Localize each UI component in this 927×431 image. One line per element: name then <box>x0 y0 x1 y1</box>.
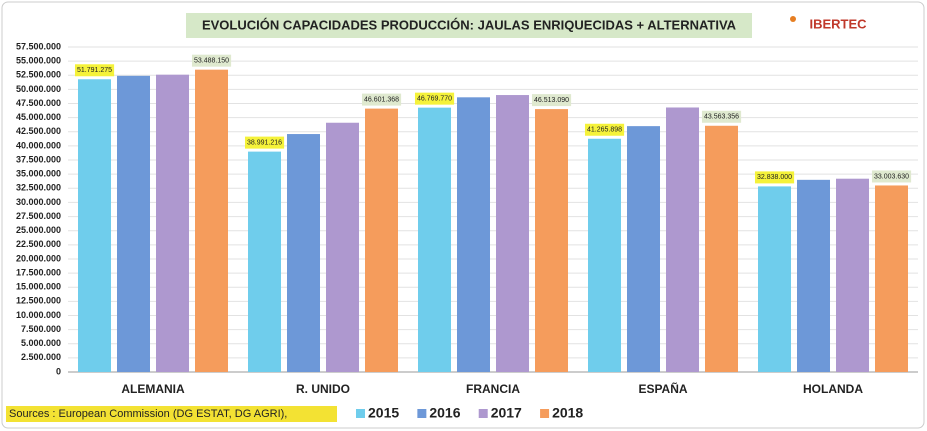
y-tick-label: 2.500.000 <box>21 352 61 362</box>
value-label-box <box>701 110 742 123</box>
y-tick-label: 35.000.000 <box>16 169 61 179</box>
bar <box>705 125 738 372</box>
legend-swatch <box>356 409 365 418</box>
value-label: 46.769.770 <box>417 95 452 102</box>
bar <box>588 138 621 372</box>
legend-swatch <box>478 409 488 418</box>
value-label-box <box>244 136 285 149</box>
y-tick-label: 20.000.000 <box>16 253 61 263</box>
value-label: 41.265.898 <box>587 127 622 134</box>
legend-label: 2017 <box>491 405 522 421</box>
value-label-box <box>361 93 402 106</box>
value-label: 33.003.630 <box>874 173 909 180</box>
x-tick-label: R. UNIDO <box>296 382 350 396</box>
value-label-box <box>531 94 572 107</box>
source-box <box>6 406 337 422</box>
value-label: 43.563.356 <box>704 114 739 121</box>
legend-label: 2016 <box>429 405 460 421</box>
x-tick-label: HOLANDA <box>803 382 863 396</box>
y-tick-label: 10.000.000 <box>16 310 61 320</box>
bar <box>365 108 398 373</box>
bar <box>117 75 150 373</box>
bar <box>418 107 451 373</box>
value-label: 38.991.216 <box>247 139 282 146</box>
bar <box>535 109 568 373</box>
x-tick-label: ESPAÑA <box>638 381 687 396</box>
value-label-box <box>191 54 232 67</box>
y-tick-label: 25.000.000 <box>16 225 61 235</box>
y-tick-label: 45.000.000 <box>16 112 61 122</box>
y-tick-label: 7.500.000 <box>21 324 61 334</box>
bar <box>758 186 791 372</box>
title-box <box>186 13 752 38</box>
bar <box>836 178 869 372</box>
y-tick-label: 42.500.000 <box>16 126 61 136</box>
value-label: 32.838.000 <box>757 174 792 181</box>
legend-label: 2015 <box>368 405 399 421</box>
y-tick-label: 55.000.000 <box>16 56 61 66</box>
y-tick-label: 0 <box>56 366 61 376</box>
y-tick-label: 12.500.000 <box>16 296 61 306</box>
value-label: 46.513.090 <box>534 97 569 104</box>
bar <box>797 179 830 372</box>
bar <box>496 95 529 372</box>
value-label-box <box>74 64 115 77</box>
y-tick-label: 47.500.000 <box>16 98 61 108</box>
bar <box>287 134 320 372</box>
bar <box>248 151 281 372</box>
value-label: 46.601.368 <box>364 96 399 103</box>
legend-label: 2018 <box>552 405 583 421</box>
y-tick-label: 37.500.000 <box>16 154 61 164</box>
bar <box>457 97 490 372</box>
y-tick-label: 27.500.000 <box>16 211 61 221</box>
legend-swatch <box>540 409 550 418</box>
bar <box>326 122 359 372</box>
legend-swatch <box>417 409 427 418</box>
bar <box>78 79 111 372</box>
y-tick-label: 52.500.000 <box>16 70 61 80</box>
y-tick-label: 57.500.000 <box>16 41 61 51</box>
y-tick-label: 15.000.000 <box>16 282 61 292</box>
bar <box>156 74 189 373</box>
bar <box>666 107 699 372</box>
value-label: 53.488.150 <box>194 58 229 65</box>
x-tick-label: FRANCIA <box>466 382 520 396</box>
y-tick-label: 50.000.000 <box>16 84 61 94</box>
logo-dot <box>790 16 796 22</box>
y-tick-label: 32.500.000 <box>16 183 61 193</box>
y-tick-label: 22.500.000 <box>16 239 61 249</box>
y-tick-label: 30.000.000 <box>16 197 61 207</box>
value-label-box <box>414 92 455 105</box>
x-tick-label: ALEMANIA <box>121 382 185 396</box>
bar <box>195 69 228 373</box>
chart-title: EVOLUCIÓN CAPACIDADES PRODUCCIÓN: JAULAS… <box>202 17 737 32</box>
value-label: 51.791.275 <box>77 67 112 74</box>
bar <box>875 185 908 372</box>
value-label-box <box>871 170 912 183</box>
y-tick-label: 5.000.000 <box>21 338 61 348</box>
value-label-box <box>754 171 795 184</box>
value-label-box <box>584 123 625 136</box>
y-tick-label: 40.000.000 <box>16 140 61 150</box>
source: Sources : European Commission (DG ESTAT,… <box>9 408 287 420</box>
bar <box>627 126 660 372</box>
logo: IBERTEC <box>809 16 867 31</box>
y-tick-label: 17.500.000 <box>16 267 61 277</box>
